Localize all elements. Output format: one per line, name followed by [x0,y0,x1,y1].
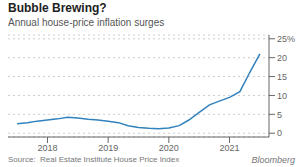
svg-text:15: 15 [277,72,287,82]
html-text:Bloomberg: Bloomberg [251,155,295,165]
svg-text:10: 10 [277,91,287,101]
svg-text:0: 0 [277,128,282,138]
svg-text:20: 20 [277,53,287,63]
html-text:Source: Real Estate Institute: Source: Real Estate Institute House Pric… [8,155,180,164]
svg-text:5: 5 [277,110,282,120]
html-text:Bubble Brewing?: Bubble Brewing? [8,1,107,15]
svg-text:2019: 2019 [98,143,118,153]
svg-text:2020: 2020 [159,143,179,153]
svg-text:25%: 25% [277,34,293,44]
html-text:Annual house-price inflation s: Annual house-price inflation surges [8,17,165,28]
svg-text:2021: 2021 [220,143,240,153]
svg-text:2018: 2018 [37,143,57,153]
